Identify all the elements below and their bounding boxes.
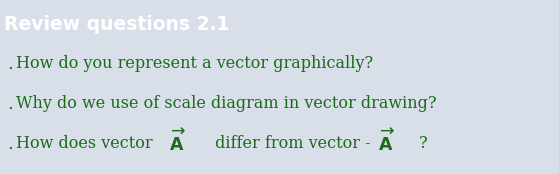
- Text: How does vector: How does vector: [16, 136, 152, 152]
- Text: $\overrightarrow{\mathbf{A}}$: $\overrightarrow{\mathbf{A}}$: [169, 128, 187, 155]
- Text: .: .: [7, 95, 13, 113]
- Text: Review questions 2.1: Review questions 2.1: [4, 15, 230, 34]
- Text: How do you represent a vector graphically?: How do you represent a vector graphicall…: [16, 56, 373, 73]
- Text: .: .: [7, 135, 13, 153]
- Text: differ from vector -: differ from vector -: [210, 136, 370, 152]
- Text: .: .: [7, 55, 13, 73]
- Text: ?: ?: [419, 136, 427, 152]
- Text: $\overrightarrow{\mathbf{A}}$: $\overrightarrow{\mathbf{A}}$: [378, 128, 396, 155]
- Text: Why do we use of scale diagram in vector drawing?: Why do we use of scale diagram in vector…: [16, 96, 436, 113]
